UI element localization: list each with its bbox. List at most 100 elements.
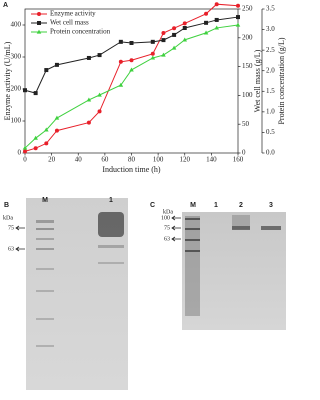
panel-label: C [150,202,155,209]
data-point [37,12,41,16]
data-point [33,91,38,96]
data-point [118,82,124,87]
data-point [86,97,92,102]
unit-label: kDa [3,215,13,221]
x-tick-label: 160 [233,156,244,164]
y-tick-label: 100 [242,91,253,99]
data-point [161,38,166,43]
x-tick-label: 40 [75,156,83,164]
x-tick-label: 20 [48,156,56,164]
data-point [172,26,177,31]
x-tick-label: 120 [180,156,191,164]
y-tick-label: 2.5 [266,46,275,54]
data-point [54,128,59,133]
marker-label: 75 [164,225,170,231]
marker-label: 100 [161,215,170,221]
y-tick-label: 300 [11,53,22,61]
legend-label: Enzyme activity [50,10,96,18]
data-point [44,141,49,146]
legend-label: Wet cell mass [50,19,89,27]
data-point [214,2,219,7]
data-point [204,11,209,16]
y-tick-label: 0.0 [266,149,275,157]
gel-bands [185,215,281,316]
data-point [33,135,38,140]
x-tick-label: 100 [153,156,164,164]
data-point [182,26,187,31]
data-point [150,39,155,44]
lane-label: 2 [239,202,243,209]
data-point [161,31,166,35]
y-tick-label: 150 [242,62,253,70]
data-point [118,39,123,44]
y-tick-label: 3.0 [266,25,275,33]
y-tick-label: 400 [11,21,22,29]
data-point [36,29,42,34]
panel-label: A [3,2,8,9]
y-tick-label: 0 [18,149,22,157]
data-point [203,30,209,35]
data-point [129,40,134,45]
data-point [97,92,102,97]
marker-arrow [171,225,181,231]
data-point [236,3,240,8]
data-point [44,127,49,132]
marker-arrow [171,215,181,221]
lane-label: 1 [214,202,218,209]
data-point [204,20,209,25]
data-point [22,145,28,150]
data-point [182,21,187,26]
y-tick-label: 3.5 [266,5,275,13]
data-point [129,58,134,63]
data-point [235,22,241,27]
data-point [54,115,60,120]
data-point [161,52,166,57]
data-point [37,21,41,25]
gel-bands [36,212,124,347]
marker-label: 75 [8,225,14,231]
marker-label: 63 [8,246,14,252]
data-point [44,68,49,73]
panel-label: B [4,202,9,209]
data-point [150,55,156,60]
gel-image [182,212,286,330]
data-point [214,17,219,22]
lane-label: 1 [109,197,113,204]
data-point [118,59,123,64]
y-tick-label: 2.0 [266,66,275,74]
marker-arrow [15,225,25,231]
data-point [214,25,219,30]
data-point [33,146,38,151]
data-point [182,37,188,42]
x-tick-label: 0 [23,156,27,164]
legend-label: Protein concentration [50,28,111,36]
marker-label: 63 [164,236,170,242]
y-tick-label: 0.5 [266,128,275,136]
data-point [23,88,27,93]
marker-arrow [15,246,25,252]
data-point [86,120,91,125]
lane-label: 3 [269,202,273,209]
y-tick-label: 50 [242,120,250,128]
data-point [97,109,102,114]
y-tick-label: 200 [242,33,253,41]
y-tick-label: 1.5 [266,87,275,95]
x-tick-label: 140 [206,156,217,164]
y-tick-label: 250 [242,5,253,13]
y-axis-title: Protein concentration (g/L) [277,37,286,124]
lane-label: M [190,202,196,209]
data-point [129,67,134,72]
y-tick-label: 1.0 [266,107,275,115]
data-point [86,55,91,60]
marker-arrow [171,236,181,242]
unit-label: kDa [163,209,173,215]
y-tick-label: 200 [11,85,22,93]
lane-label: M [42,197,48,204]
y-tick-label: 100 [11,117,22,125]
y-axis-title: Wet cell mass (g/L) [253,49,262,112]
data-point [236,15,240,20]
data-point [172,32,177,37]
data-point [97,53,102,58]
